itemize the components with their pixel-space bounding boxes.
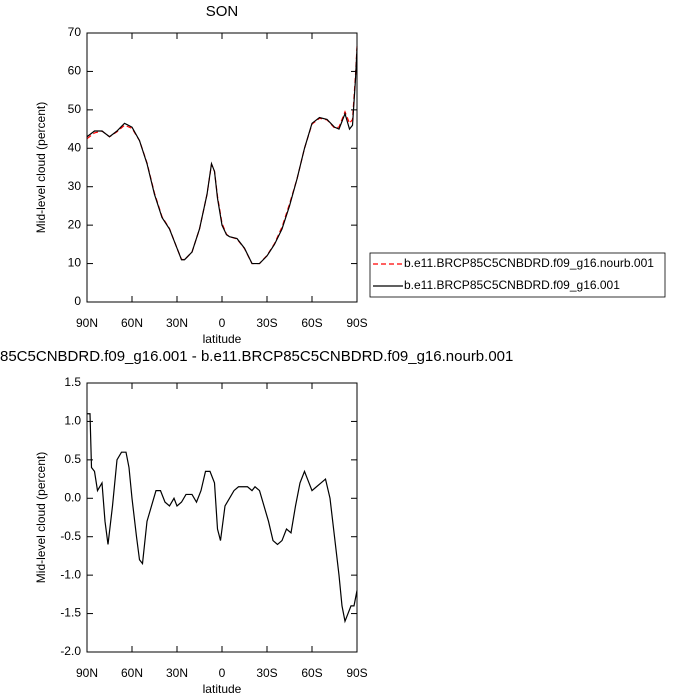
y-tick-label: 0.5 — [64, 452, 81, 466]
y-tick-label: 0.0 — [64, 490, 81, 504]
x-tick-label: 60N — [121, 316, 143, 330]
x-tick-label: 0 — [219, 666, 226, 680]
legend-label: b.e11.BRCP85C5CNBDRD.f09_g16.001 — [404, 278, 620, 292]
y-tick-label: -0.5 — [60, 529, 81, 543]
plot-frame — [86, 382, 358, 653]
x-axis-label: latitude — [203, 332, 242, 346]
chart-title: SON — [206, 3, 239, 20]
x-axis-label: latitude — [203, 682, 242, 696]
y-axis-label: Mid-level cloud (percent) — [34, 452, 48, 583]
x-tick-label: 0 — [219, 316, 226, 330]
y-tick-label: 1.5 — [64, 375, 81, 389]
y-tick-label: 0 — [74, 294, 81, 308]
y-tick-label: 50 — [68, 102, 82, 116]
data-line — [86, 48, 358, 265]
x-tick-label: 90S — [346, 316, 367, 330]
y-tick-label: 60 — [68, 64, 82, 78]
y-tick-label: -1.5 — [60, 606, 81, 620]
x-tick-label: 90N — [76, 316, 98, 330]
x-tick-label: 30N — [166, 666, 188, 680]
x-tick-label: 60S — [301, 316, 322, 330]
legend-label: b.e11.BRCP85C5CNBDRD.f09_g16.nourb.001 — [404, 256, 654, 270]
legend-box — [369, 252, 666, 298]
chart-title: 85C5CNBDRD.f09_g16.001 - b.e11.BRCP85C5C… — [0, 348, 513, 365]
y-tick-label: 70 — [68, 25, 82, 39]
x-tick-label: 90N — [76, 666, 98, 680]
y-tick-label: 10 — [68, 256, 82, 270]
x-tick-label: 30S — [256, 316, 277, 330]
x-tick-label: 90S — [346, 666, 367, 680]
y-tick-label: -1.0 — [60, 567, 81, 581]
x-tick-label: 60S — [301, 666, 322, 680]
y-tick-label: 20 — [68, 217, 82, 231]
plot-frame — [86, 32, 358, 303]
y-tick-label: 30 — [68, 179, 82, 193]
y-tick-label: -2.0 — [60, 644, 81, 658]
x-tick-label: 30N — [166, 316, 188, 330]
y-tick-label: 40 — [68, 140, 82, 154]
data-line — [86, 46, 358, 265]
x-tick-label: 60N — [121, 666, 143, 680]
y-tick-label: 1.0 — [64, 414, 81, 428]
x-tick-label: 30S — [256, 666, 277, 680]
data-line — [87, 413, 358, 624]
y-axis-label: Mid-level cloud (percent) — [34, 102, 48, 233]
